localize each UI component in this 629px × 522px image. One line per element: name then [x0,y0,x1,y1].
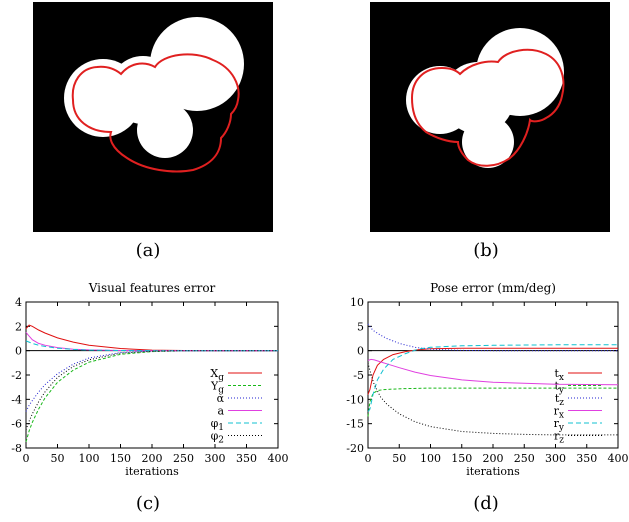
caption-b: (b) [473,240,499,261]
x-tick-label: 200 [483,452,504,465]
y-tick-label: -5 [353,369,364,382]
series-line-φ2 [25,350,278,430]
x-tick-label: 350 [576,452,597,465]
series-line-a [25,332,278,352]
legend-label-tz: tz [555,392,564,408]
legend-label-φ2: φ2 [211,430,224,446]
series-line-rz [367,362,618,436]
image-a-svg [64,17,244,173]
chart-c: Visual features error 0 50 100 150 200 250 300 3… [11,281,288,478]
x-tick-label: 50 [392,452,406,465]
y-tick-label: -4 [11,393,22,406]
y-tick-label: -15 [346,418,364,431]
series-line-ry [367,344,618,412]
series-line-Xg [25,324,278,352]
legend-label-rz: rz [554,430,564,446]
x-tick-label: 250 [173,452,194,465]
series-line-tx [367,347,618,395]
white-blobs [406,28,564,168]
x-axis-label: iterations [466,465,520,478]
white-blobs [64,17,244,158]
y-tick-label: -20 [346,442,364,455]
x-axis-label: iterations [125,465,179,478]
x-tick-label: 100 [79,452,100,465]
legend-label-Yg: Yg [210,380,224,396]
x-tick-label: 50 [51,452,65,465]
legend-label-ty: ty [554,380,564,396]
plot-frame [25,301,279,449]
series-line-tz [367,323,618,352]
contour-a [71,53,240,173]
x-tick-label: 0 [365,452,372,465]
x-tick-label: 200 [142,452,163,465]
x-tick-label: 150 [451,452,472,465]
series-line-φ1 [25,340,278,352]
legend-label-tx: tx [555,367,565,383]
x-tick-label: 250 [514,452,535,465]
legend-label-α: α [217,392,225,405]
y-tick-label: -6 [11,418,22,431]
caption-c: (c) [135,493,161,514]
plot-frame [367,301,619,449]
series-line-rx [367,358,619,386]
x-tick-label: 100 [420,452,441,465]
legend-label-φ1: φ1 [211,417,224,433]
caption-a: (a) [135,240,161,261]
x-tick-label: 0 [23,452,30,465]
chart-title: Pose error (mm/deg) [430,281,556,295]
chart-title: Visual features error [88,281,216,295]
y-tick-label: -10 [346,393,364,406]
y-tick-label: 5 [357,320,364,333]
y-tick-label: 2 [15,320,22,333]
legend-label-ry: ry [554,417,565,433]
x-tick-label: 150 [110,452,131,465]
series-line-α [25,350,278,412]
y-tick-label: 10 [350,296,364,309]
y-tick-label: -2 [11,369,22,382]
y-tick-label: 0 [15,345,22,358]
y-tick-label: 0 [357,345,364,358]
y-tick-label: 4 [15,296,22,309]
x-tick-label: 400 [608,452,629,465]
x-tick-label: 350 [236,452,257,465]
series-line-ty [367,387,618,417]
contour-b [410,48,565,167]
legend-label-Xg: Xg [210,367,224,383]
image-panel-a [33,2,273,232]
legend-label-rx: rx [554,405,564,421]
legend-label-a: a [217,405,224,418]
y-tick-label: -8 [11,442,22,455]
x-tick-label: 300 [545,452,566,465]
caption-d: (d) [473,493,499,514]
x-tick-label: 300 [205,452,226,465]
series-line-Yg [25,350,278,443]
image-panel-b [370,2,610,232]
x-tick-label: 400 [268,452,289,465]
chart-d: Pose error (mm/deg)0 50 100 150 200 250 300 350… [346,281,628,478]
image-b-svg [406,28,565,168]
